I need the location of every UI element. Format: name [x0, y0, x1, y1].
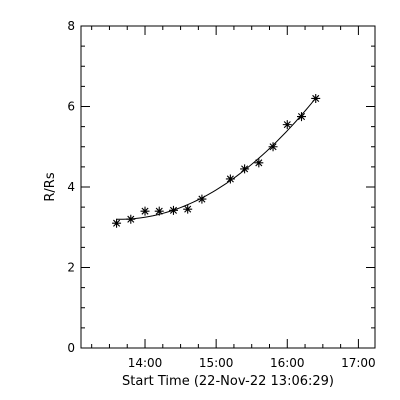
x-tick-label: 16:00: [270, 356, 305, 370]
axis-tick-labels: 14:00 15:00 16:00 17:00 0 2 4 6 8: [67, 19, 375, 370]
data-point: [282, 120, 292, 130]
y-tick-label: 4: [67, 180, 75, 194]
x-tick-label: 15:00: [199, 356, 234, 370]
y-tick-label: 8: [67, 19, 75, 33]
data-point: [140, 206, 150, 216]
data-point: [126, 214, 136, 224]
x-tick-label: 14:00: [128, 356, 163, 370]
y-tick-label: 6: [67, 100, 75, 114]
data-point: [311, 93, 321, 103]
data-point: [112, 218, 122, 228]
fit-curve: [116, 97, 317, 220]
data-point: [268, 142, 278, 152]
plot-frame: [80, 25, 376, 349]
axis-ticks: [81, 25, 375, 349]
y-tick-label: 0: [67, 341, 75, 355]
data-point: [240, 164, 250, 174]
data-point: [154, 206, 164, 216]
data-point: [225, 174, 235, 184]
y-tick-label: 2: [67, 261, 75, 275]
x-axis-label: Start Time (22-Nov-22 13:06:29): [122, 374, 334, 389]
data-point: [168, 205, 178, 215]
data-point: [254, 158, 264, 168]
data-points: [112, 93, 321, 228]
x-tick-label: 17:00: [341, 356, 376, 370]
data-point: [297, 112, 306, 122]
data-point: [197, 194, 207, 204]
y-axis-label: R/Rs: [43, 172, 58, 201]
data-point: [183, 204, 193, 214]
